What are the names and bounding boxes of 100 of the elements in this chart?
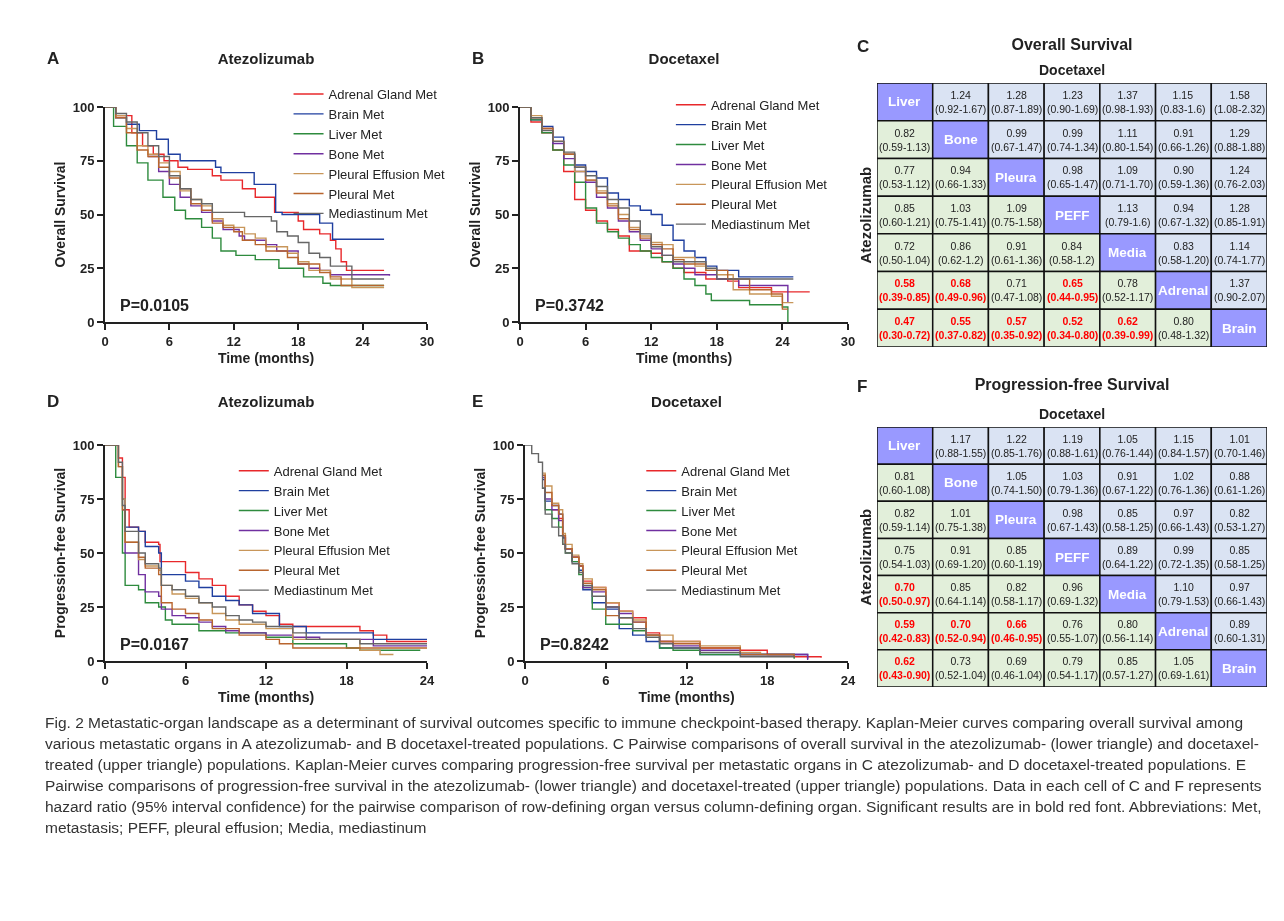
text: 1.15 (0.84-1.57): [1158, 433, 1210, 459]
x-tick-label: 12: [226, 333, 242, 349]
text: Liver: [888, 438, 921, 453]
text: 1.24 (0.76-2.03): [1214, 164, 1266, 190]
y-tick-label: 50: [499, 545, 515, 561]
text: 1.01 (0.70-1.46): [1214, 433, 1266, 459]
text: 0.85 (0.58-1.25): [1102, 507, 1154, 533]
text: 1.14 (0.74-1.77): [1214, 240, 1266, 266]
text: 1.13 (0.79-1.6): [1105, 202, 1151, 228]
text: 1.37 (0.98-1.93): [1102, 89, 1154, 115]
text: PEFF: [1055, 208, 1090, 223]
legend-label: Mediastinum Met: [681, 583, 781, 599]
text: 1.03 (0.75-1.41): [935, 202, 987, 228]
text: 0.73 (0.52-1.04): [935, 655, 987, 681]
legend-label: Brain Met: [710, 117, 767, 133]
x-tick-label: 0: [101, 672, 109, 688]
text: 0.72 (0.50-1.04): [879, 240, 931, 266]
text: Docetaxel: [1039, 406, 1106, 422]
legend-label: Adrenal Gland Met: [273, 463, 383, 479]
text: 0.80 (0.56-1.14): [1102, 618, 1154, 644]
x-tick-label: 6: [181, 672, 190, 688]
legend-label: Bone Met: [710, 157, 767, 173]
text: 0.58 (0.39-0.85): [879, 277, 931, 303]
text: 0.76 (0.55-1.07): [1047, 618, 1099, 644]
x-tick-label: 18: [760, 672, 775, 688]
text: 1.01 (0.75-1.38): [935, 507, 987, 533]
y-tick-label: 50: [79, 545, 95, 561]
text: F: [857, 377, 868, 396]
text: 0.89 (0.64-1.22): [1102, 544, 1154, 570]
legend-label: Brain Met: [273, 483, 330, 499]
legend-label: Pleural Effusion Met: [681, 543, 798, 559]
y-tick-label: 100: [72, 437, 95, 453]
text: 0.77 (0.53-1.12): [879, 164, 931, 190]
text: 1.37 (0.90-2.07): [1214, 277, 1266, 303]
x-tick-label: 12: [258, 672, 274, 688]
text: 0.75 (0.54-1.03): [879, 544, 931, 570]
legend-label: Bone Met: [273, 523, 330, 539]
text: Bone: [944, 132, 978, 147]
text: A: [47, 49, 60, 68]
annotation: P=0.0105: [120, 297, 190, 314]
text: Atezolizumab: [856, 166, 874, 264]
text: 0.85 (0.60-1.21): [879, 202, 931, 228]
x-tick-label: 6: [581, 333, 590, 349]
x-tick-label: 12: [643, 333, 659, 349]
y-tick-label: 50: [79, 207, 95, 223]
x-tick-label: 24: [840, 672, 856, 688]
text: 1.05 (0.69-1.61): [1158, 655, 1210, 681]
text: 0.78 (0.52-1.17): [1102, 277, 1154, 303]
x-tick-label: 0: [521, 672, 529, 688]
text: 0.79 (0.54-1.17): [1047, 655, 1099, 681]
y-tick-label: 25: [494, 260, 510, 276]
text: D: [47, 392, 60, 411]
legend-label: Brain Met: [681, 483, 738, 499]
text: 0.47 (0.30-0.72): [879, 315, 931, 341]
legend-label: Mediastinum Met: [710, 217, 811, 233]
legend-label: Pleural Effusion Met: [328, 166, 446, 182]
annotation: P=0.0167: [120, 636, 190, 653]
x-axis-title: Time (months): [217, 689, 315, 706]
y-axis-title: Progression-free Survival: [51, 467, 68, 639]
y-axis-title: Progression-free Survival: [471, 467, 488, 639]
text: Docetaxel: [1039, 62, 1106, 78]
legend-label: Pleural Met: [710, 197, 778, 213]
legend-label: Liver Met: [681, 503, 736, 519]
legend-label: Adrenal Gland Met: [328, 87, 438, 103]
text: 1.05 (0.74-1.50): [991, 470, 1043, 496]
text: 0.99 (0.67-1.47): [991, 127, 1043, 153]
text: C: [857, 37, 870, 56]
x-tick-label: 18: [339, 672, 354, 688]
text: 0.70 (0.50-0.97): [879, 581, 931, 607]
legend-label: Pleural Effusion Met: [273, 543, 391, 559]
y-tick-label: 0: [502, 314, 510, 330]
text: 1.28 (0.85-1.91): [1214, 202, 1266, 228]
x-axis-title: Time (months): [217, 350, 315, 367]
text: 0.55 (0.37-0.82): [935, 315, 987, 341]
text: 0.85 (0.60-1.19): [991, 544, 1043, 570]
text: Brain: [1222, 661, 1257, 676]
y-tick-label: 25: [79, 599, 95, 615]
chart-title: Atezolizumab: [217, 392, 315, 410]
text: 1.22 (0.85-1.76): [991, 433, 1043, 459]
annotation: P=0.8242: [540, 636, 610, 653]
text: 0.85 (0.57-1.27): [1102, 655, 1154, 681]
text: 0.80 (0.48-1.32): [1158, 315, 1210, 341]
y-axis-title: Overall Survival: [466, 161, 483, 268]
x-tick-label: 12: [679, 672, 694, 688]
text: Overall Survival: [1011, 36, 1133, 54]
text: Media: [1108, 587, 1147, 602]
legend-label: Pleural Met: [273, 563, 340, 579]
annotation: P=0.3742: [535, 297, 605, 314]
text: 0.97 (0.66-1.43): [1214, 581, 1266, 607]
text: 0.81 (0.60-1.08): [879, 470, 931, 496]
text: 0.59 (0.42-0.83): [879, 618, 931, 644]
text: 0.91 (0.61-1.36): [991, 240, 1043, 266]
text: 0.52 (0.34-0.80): [1047, 315, 1099, 341]
text: Adrenal: [1158, 283, 1209, 298]
text: 0.69 (0.46-1.04): [991, 655, 1043, 681]
x-tick-label: 30: [840, 333, 856, 349]
text: 0.62 (0.39-0.99): [1102, 315, 1154, 341]
text: 0.83 (0.58-1.20): [1158, 240, 1210, 266]
text: 0.88 (0.61-1.26): [1214, 470, 1266, 496]
text: 0.68 (0.49-0.96): [935, 277, 987, 303]
